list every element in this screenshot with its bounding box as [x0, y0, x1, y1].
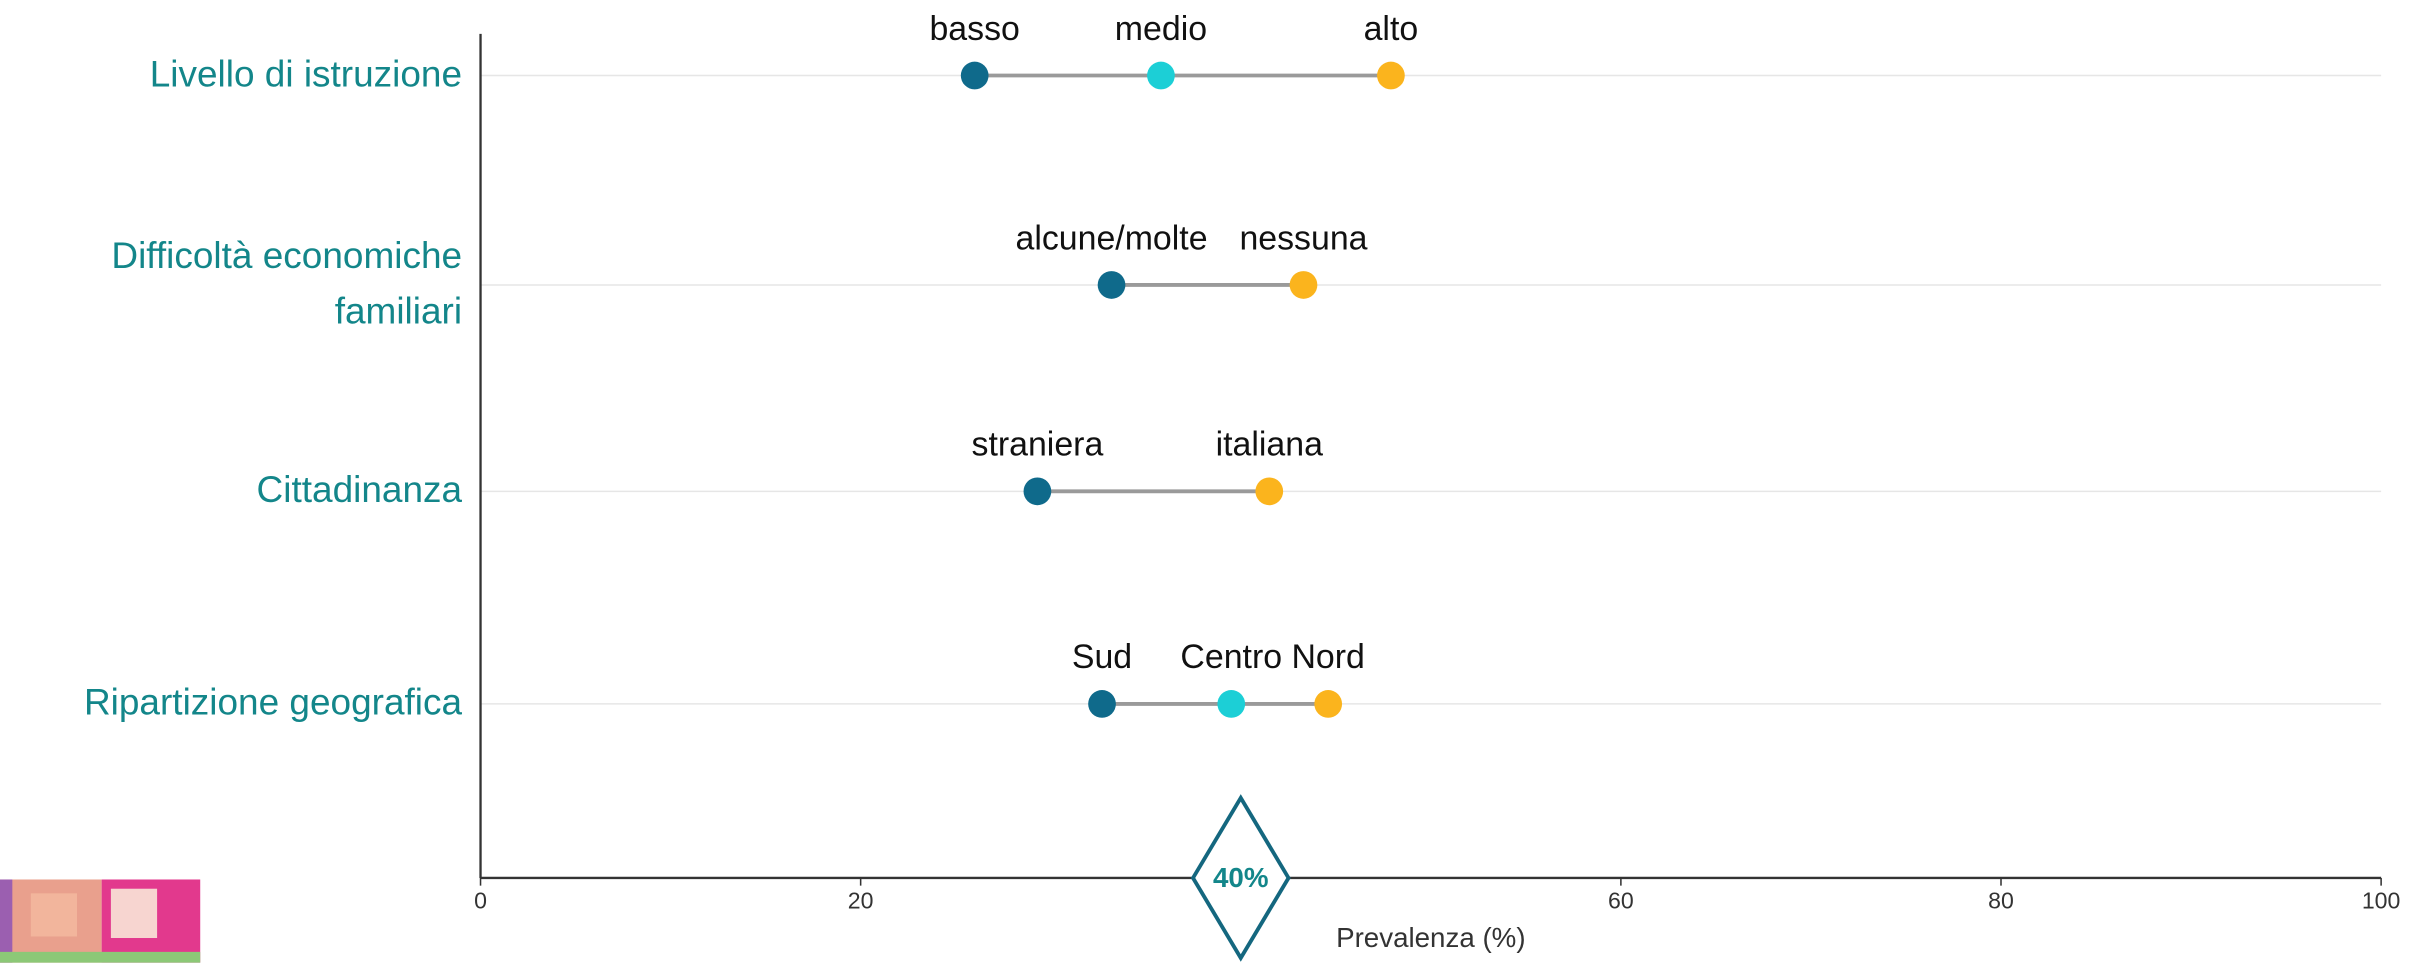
point-label: alcune/molte [1015, 219, 1207, 257]
point [1088, 690, 1116, 718]
point [1314, 690, 1343, 718]
point [960, 61, 989, 90]
point [1289, 271, 1318, 299]
point-label: alto [1364, 10, 1419, 48]
category-label-box: Livello di istruzione [149, 53, 463, 96]
x-tick-label: 60 [1608, 888, 1634, 914]
x-tick-label: 80 [1988, 888, 2014, 914]
category-label: Cittadinanza [256, 469, 463, 512]
x-tick-label: 0 [474, 888, 487, 914]
category-label: Ripartizione geografica [83, 682, 463, 724]
x-tick-label: 20 [848, 888, 874, 914]
category-label: Livello di istruzione [149, 53, 463, 96]
reference-marker [1190, 794, 1291, 962]
point-label: Centro [1180, 638, 1282, 676]
category-label-box: Difficoltà economiche familiari [111, 235, 463, 333]
point-label: basso [929, 10, 1019, 48]
thumbnail [0, 879, 201, 963]
category-label-box: Cittadinanza [256, 469, 463, 512]
point [1377, 61, 1405, 90]
x-axis-title: Prevalenza (%) [1336, 922, 1525, 953]
category-label: Difficoltà economiche familiari [111, 235, 463, 333]
x-tick-label: 100 [2362, 888, 2401, 914]
point [1217, 690, 1246, 718]
point [1097, 271, 1126, 299]
point-label: italiana [1216, 426, 1324, 464]
point-label: nessuna [1239, 219, 1367, 257]
point [1023, 477, 1052, 506]
category-label-box: Ripartizione geografica [83, 682, 463, 724]
point-label: Nord [1291, 638, 1364, 676]
point-label: Sud [1072, 638, 1132, 676]
point [1255, 477, 1284, 506]
reference-label: 40% [1213, 862, 1268, 893]
point-label: medio [1115, 10, 1207, 48]
point [1147, 61, 1175, 90]
point-label: straniera [972, 426, 1104, 464]
